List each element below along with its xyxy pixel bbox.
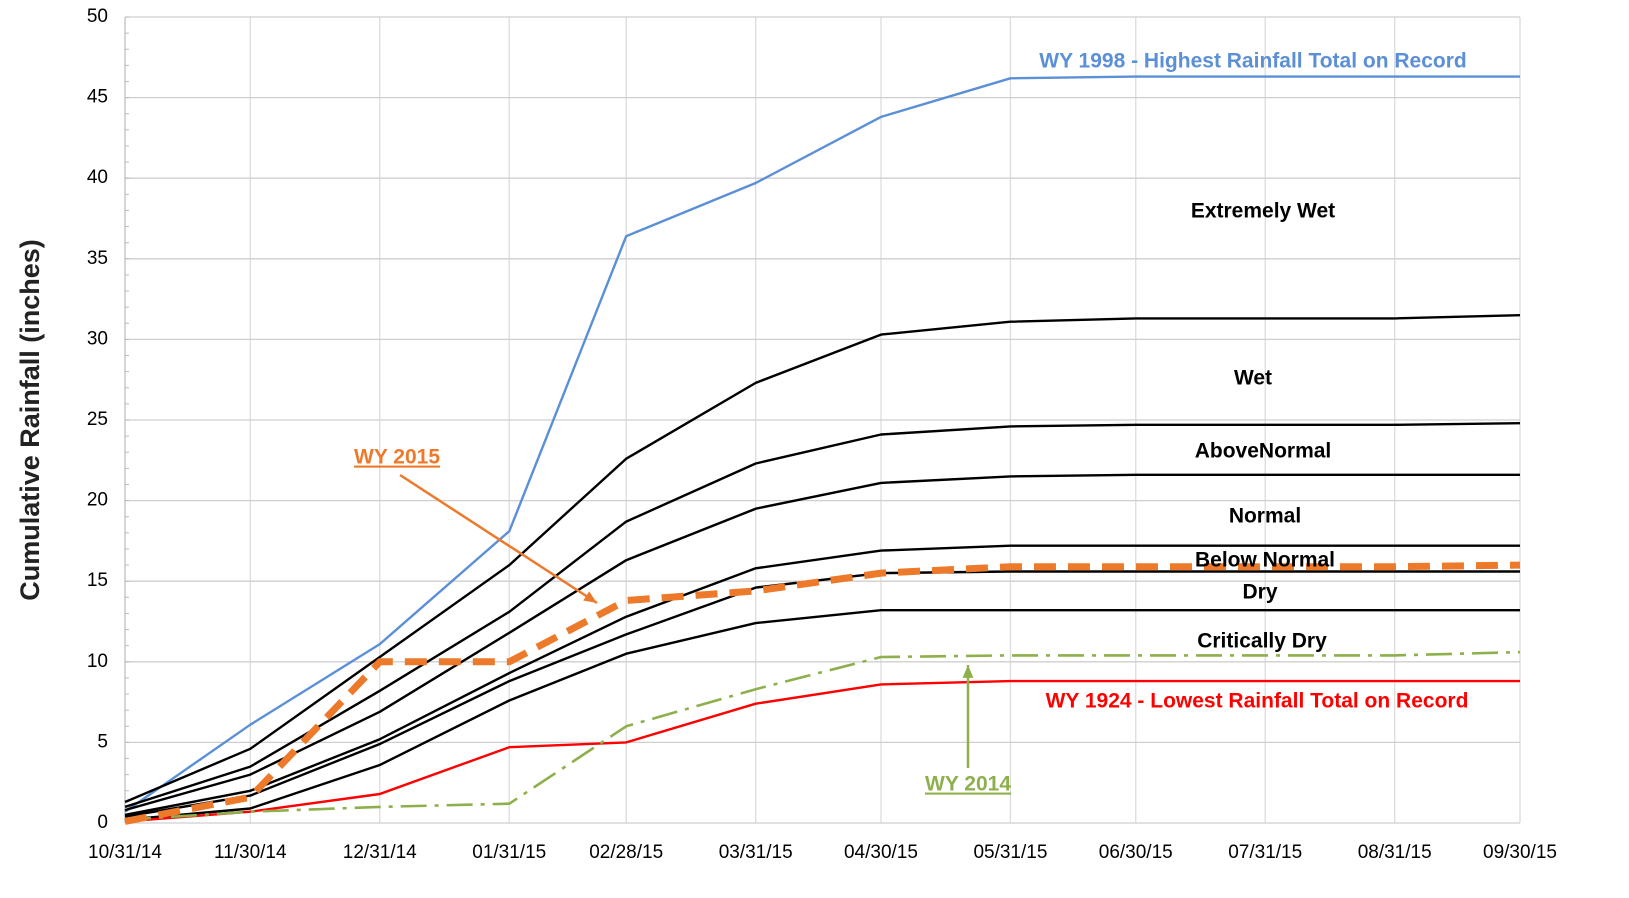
y-tick-label: 50 (87, 6, 108, 27)
x-tick-label: 07/31/15 (1228, 842, 1302, 863)
region-label: Below Normal (1195, 549, 1335, 572)
x-tick-label: 01/31/15 (472, 842, 546, 863)
y-tick-label: 15 (87, 570, 108, 591)
x-tick-label: 11/30/14 (214, 842, 287, 863)
y-tick-label: 25 (87, 409, 108, 430)
region-label: Dry (1242, 581, 1277, 604)
region-label: Critically Dry (1197, 630, 1327, 653)
series-line (124, 609, 1520, 821)
region-label: Extremely Wet (1191, 200, 1335, 223)
region-label: AboveNormal (1195, 440, 1332, 463)
y-tick-label: 45 (87, 87, 108, 108)
series-label: WY 1924 - Lowest Rainfall Total on Recor… (1046, 690, 1469, 713)
series-line (124, 75, 1520, 813)
x-tick-label: 05/31/15 (973, 842, 1047, 863)
y-tick-label: 20 (87, 490, 108, 511)
series-line (124, 422, 1521, 809)
series-line (124, 561, 1521, 825)
x-tick-label: 09/30/15 (1483, 842, 1557, 863)
region-label: Wet (1234, 367, 1272, 390)
arrow-head (583, 591, 597, 603)
y-tick-label: 30 (87, 328, 108, 349)
series-line (124, 544, 1520, 817)
y-tick-label: 5 (97, 731, 108, 752)
region-label: Normal (1229, 505, 1301, 528)
series-line (124, 473, 1520, 812)
series-label: WY 2015 (354, 446, 440, 469)
series-line (124, 314, 1521, 804)
y-axis-label: Cumulative Rainfall (inches) (15, 239, 45, 601)
y-tick-label: 35 (87, 248, 108, 269)
series-line (124, 679, 1520, 823)
x-tick-label: 10/31/14 (88, 842, 162, 863)
series-line (124, 650, 1521, 822)
y-tick-label: 10 (87, 651, 108, 672)
y-tick-label: 0 (97, 812, 108, 833)
x-tick-label: 03/31/15 (719, 842, 793, 863)
x-tick-label: 08/31/15 (1358, 842, 1432, 863)
x-tick-label: 06/30/15 (1099, 842, 1173, 863)
series-label: WY 1998 - Highest Rainfall Total on Reco… (1039, 50, 1466, 73)
series-label: WY 2014 (925, 773, 1011, 796)
arrow (399, 473, 598, 605)
x-tick-label: 02/28/15 (589, 842, 663, 863)
arrow-head (962, 665, 974, 678)
x-tick-label: 12/31/14 (343, 842, 417, 863)
y-tick-label: 40 (87, 167, 108, 188)
x-tick-label: 04/30/15 (844, 842, 918, 863)
